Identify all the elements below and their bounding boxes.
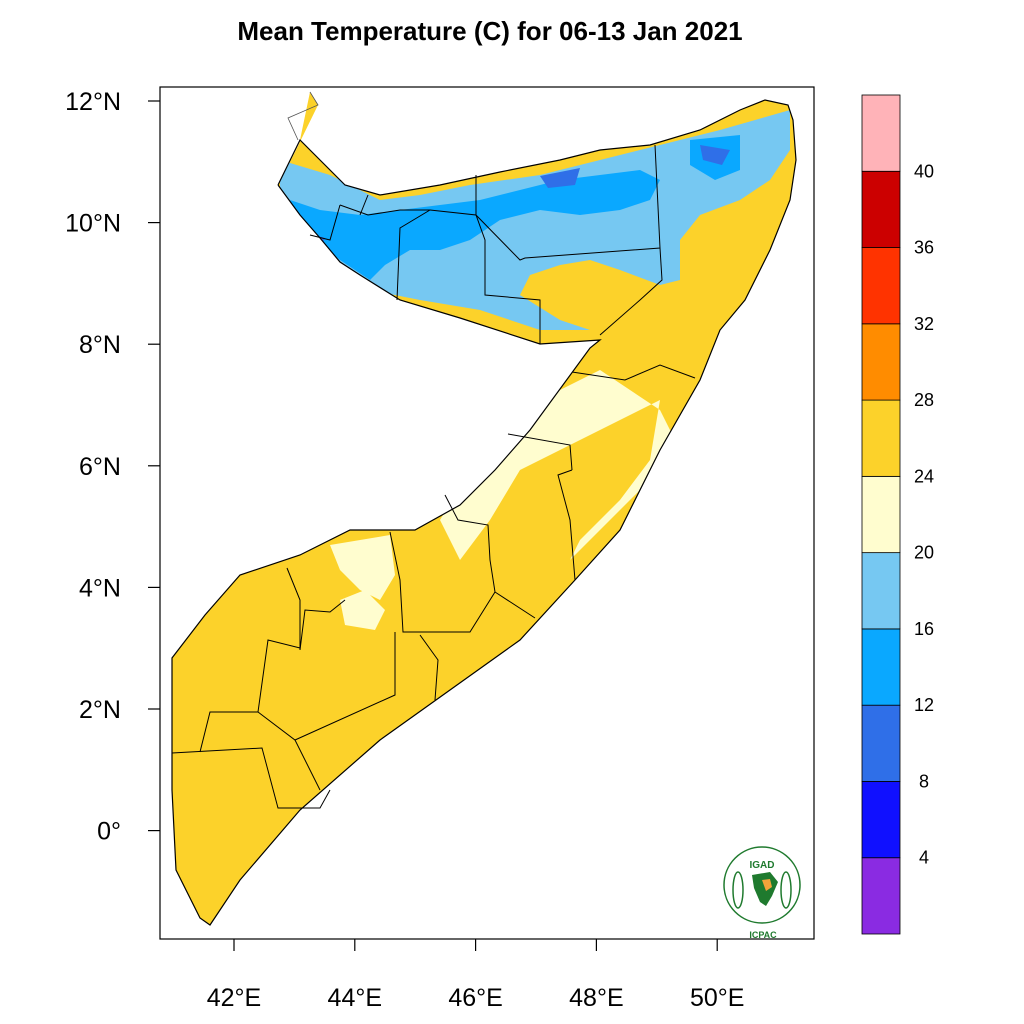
lat-tick-label-0: 12°N <box>65 88 121 116</box>
lat-tick-label-3: 6°N <box>79 453 121 481</box>
colorbar-box-8 <box>861 247 901 325</box>
logo-top-text: IGAD <box>750 860 775 871</box>
lat-tick-label-5: 2°N <box>79 696 121 724</box>
icpac-logo: IGAD ICPAC <box>723 846 801 940</box>
country-outline <box>171 99 797 926</box>
lon-tick-label-2: 46°E <box>448 984 502 1012</box>
neighbour-border <box>287 91 319 141</box>
colorbar-box-3 <box>861 628 901 706</box>
lat-tick-label-6: 0° <box>97 818 121 846</box>
logo-right-wreath <box>780 871 792 909</box>
igad-region-icon <box>762 879 772 891</box>
cold-zone <box>290 135 740 280</box>
region-boundaries <box>171 144 696 809</box>
colorbar-label-9: 40 <box>914 161 934 181</box>
africa-icon <box>752 872 778 906</box>
colorbar-box-5 <box>861 475 901 554</box>
colorbar-label-0: 4 <box>919 848 929 868</box>
colorbar-label-2: 12 <box>914 695 934 715</box>
colorbar-label-8: 36 <box>914 238 934 258</box>
colorbar-box-4 <box>861 552 901 630</box>
colorbar-box-10 <box>861 94 901 172</box>
lon-tick-label-0: 42°E <box>207 984 261 1012</box>
logo-left-wreath <box>732 871 744 909</box>
colorbar-box-6 <box>861 399 901 477</box>
colorbar: 4 8 12 16 20 24 28 32 36 40 <box>861 94 934 935</box>
lon-tick-label-3: 48°E <box>569 984 623 1012</box>
colorbar-label-1: 8 <box>919 771 929 791</box>
colorbar-label-7: 32 <box>914 314 934 334</box>
colorbar-box-1 <box>861 781 901 859</box>
colorbar-label-6: 28 <box>914 390 934 410</box>
colorbar-box-0 <box>861 857 901 935</box>
latitude-axis: 12°N 10°N 8°N 6°N 4°N 2°N 0° <box>65 88 160 846</box>
longitude-axis: 42°E 44°E 46°E 48°E 50°E <box>207 939 744 1012</box>
cool-zone <box>280 110 790 330</box>
lat-tick-label-4: 4°N <box>79 574 121 602</box>
colorbar-box-2 <box>861 704 901 782</box>
colorbar-label-4: 20 <box>914 543 934 563</box>
colorbar-label-3: 16 <box>914 619 934 639</box>
lat-tick-label-1: 10°N <box>65 210 121 238</box>
colorbar-box-9 <box>861 170 901 248</box>
colorbar-box-7 <box>861 323 901 401</box>
lat-tick-label-2: 8°N <box>79 331 121 359</box>
logo-bottom-text: ICPAC <box>749 930 777 940</box>
lon-tick-label-1: 44°E <box>328 984 382 1012</box>
map-title: Mean Temperature (C) for 06-13 Jan 2021 <box>237 16 743 46</box>
lon-tick-label-4: 50°E <box>690 984 744 1012</box>
colorbar-label-5: 24 <box>914 466 934 486</box>
